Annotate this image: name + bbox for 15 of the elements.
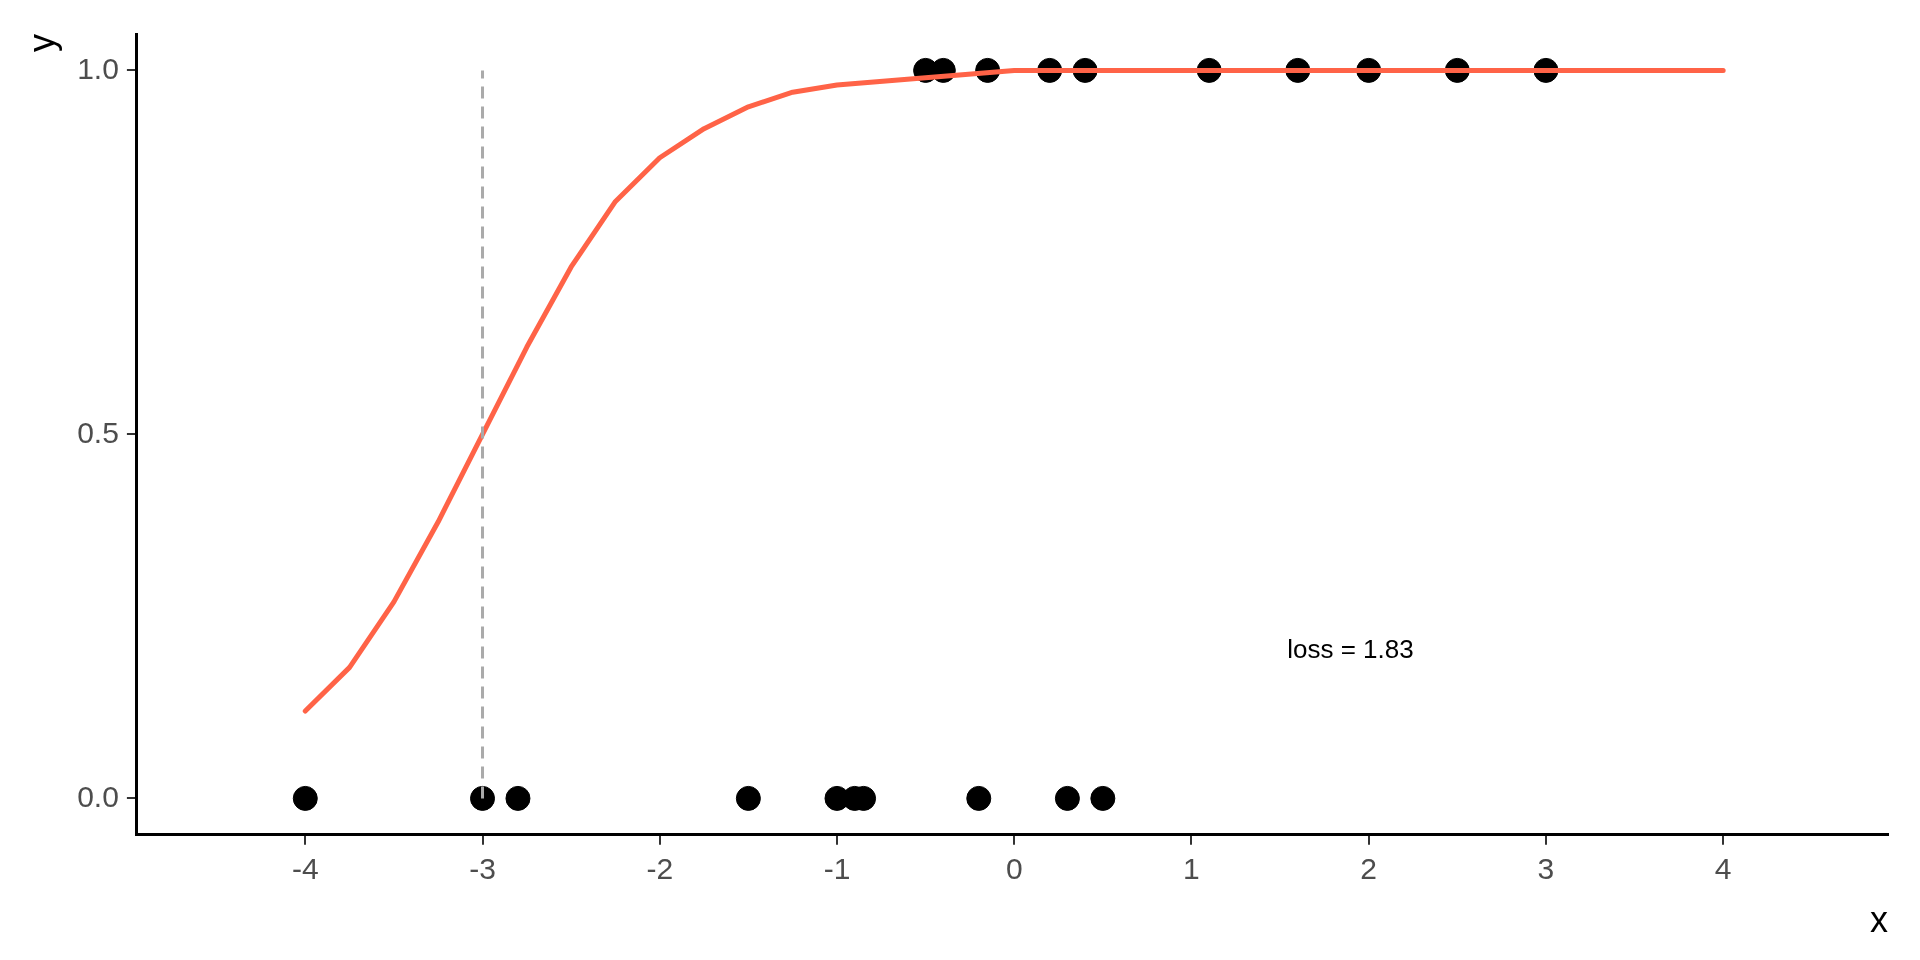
x-tick-label: -1 [823, 852, 851, 886]
x-tick-label: 1 [1183, 852, 1200, 886]
x-tick-label: 0 [1005, 852, 1023, 886]
x-tick-label: 4 [1714, 852, 1732, 886]
x-axis-title: x [1870, 899, 1888, 941]
annotation: loss = 1.83 [1287, 633, 1414, 664]
y-axis-title: y [20, 34, 62, 52]
x-tick-label: -3 [469, 852, 496, 886]
x-tick-label: -4 [291, 852, 319, 886]
y-tick-label: 0.5 [77, 415, 119, 449]
y-tick-label: 0.0 [77, 779, 119, 813]
x-tick-label: 3 [1537, 852, 1555, 886]
y-tick-label: 1.0 [77, 51, 119, 85]
x-tick-label: 2 [1360, 852, 1378, 886]
x-tick-label: -2 [646, 852, 674, 886]
